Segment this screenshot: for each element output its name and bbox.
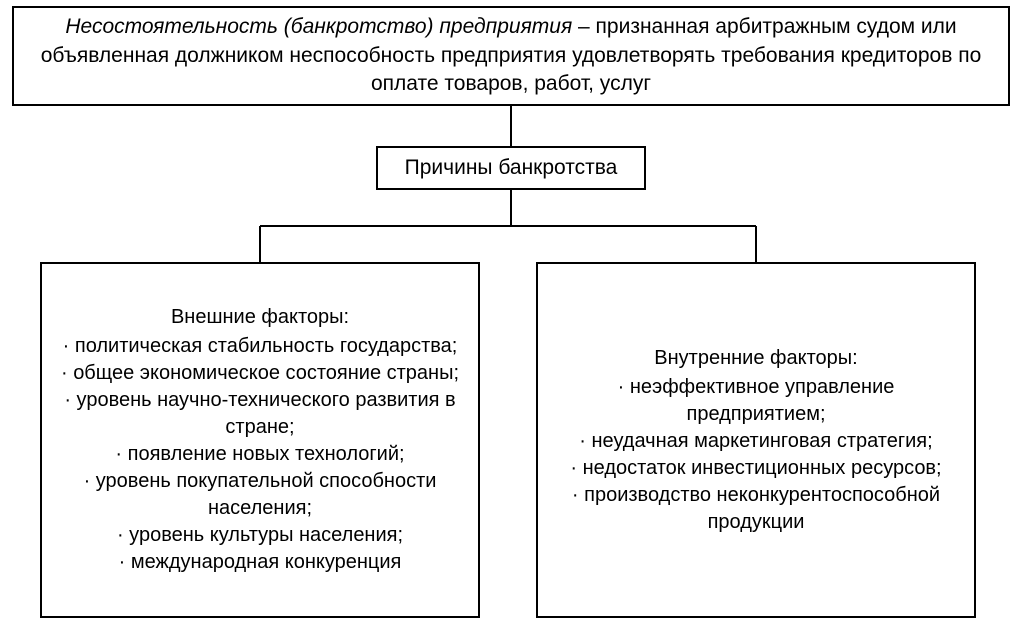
definition-text: Несостоятельность (банкротство) предприя… [24, 13, 998, 98]
external-factors-heading: Внешние факторы: [171, 304, 349, 331]
external-factors-box: Внешние факторы: политическая стабильнос… [40, 262, 480, 618]
diagram-canvas: Несостоятельность (банкротство) предприя… [0, 0, 1022, 633]
list-item: производство неконкурентоспособной проду… [548, 482, 964, 536]
list-item: появление новых технологий; [52, 441, 468, 468]
external-factors-list: политическая стабильность государства;об… [52, 333, 468, 576]
internal-factors-heading: Внутренние факторы: [654, 345, 857, 372]
list-item: недостаток инвестиционных ресурсов; [548, 455, 964, 482]
causes-label: Причины банкротства [405, 154, 618, 182]
list-item: уровень покупательной способности населе… [52, 468, 468, 522]
list-item: неэффективное управление предприятием; [548, 374, 964, 428]
causes-box: Причины банкротства [376, 146, 646, 190]
definition-box: Несостоятельность (банкротство) предприя… [12, 6, 1010, 106]
internal-factors-box: Внутренние факторы: неэффективное управл… [536, 262, 976, 618]
definition-title: Несостоятельность (банкротство) предприя… [65, 15, 572, 38]
internal-factors-list: неэффективное управление предприятием;не… [548, 374, 964, 536]
list-item: международная конкуренция [52, 549, 468, 576]
list-item: уровень научно-технического развития в с… [52, 387, 468, 441]
list-item: уровень культуры населения; [52, 522, 468, 549]
list-item: политическая стабильность государства; [52, 333, 468, 360]
list-item: неудачная маркетинговая стратегия; [548, 428, 964, 455]
list-item: общее экономическое состояние страны; [52, 360, 468, 387]
